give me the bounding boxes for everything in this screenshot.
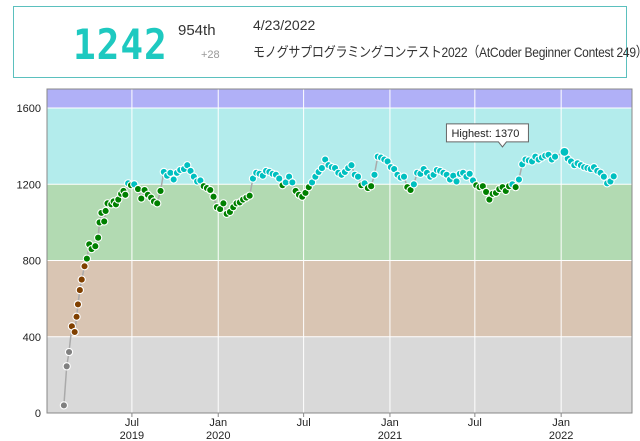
rating-point — [70, 327, 79, 337]
rating-point — [80, 262, 89, 271]
y-tick-label: 0 — [35, 408, 41, 420]
rating-point — [91, 242, 100, 251]
rating-point — [353, 172, 363, 181]
rating-point — [209, 192, 218, 201]
highest-tooltip: Highest: 1370 — [445, 123, 529, 148]
rating-point — [72, 312, 81, 321]
rating-band-0 — [47, 336, 632, 413]
rating-point — [59, 401, 69, 410]
x-tick-year: 2022 — [549, 430, 573, 441]
rating-value: 1242 — [73, 20, 168, 69]
rank-value: 954th — [178, 22, 216, 39]
rating-point — [93, 233, 103, 242]
y-tick-label: 1600 — [17, 103, 41, 115]
rating-point — [169, 175, 178, 184]
rating-point — [121, 190, 130, 199]
rating-color-bands — [47, 89, 632, 413]
rating-point — [73, 300, 83, 309]
x-tick-label: Jul — [468, 417, 482, 429]
rating-point — [275, 174, 284, 183]
rating-point — [100, 217, 109, 226]
rating-point — [101, 206, 110, 216]
rating-point — [367, 182, 376, 191]
contest-info-card — [13, 6, 627, 78]
rating-point — [452, 177, 461, 186]
contest-name[interactable]: モノグサプログラミングコンテスト2022（AtCoder Beginner Co… — [253, 44, 640, 60]
rating-band-1600 — [47, 89, 632, 109]
x-tick-year: 2020 — [206, 430, 230, 441]
rating-point — [64, 347, 74, 357]
y-tick-label: 800 — [23, 256, 41, 268]
rating-point — [133, 184, 143, 194]
rating-point — [514, 175, 524, 184]
x-tick-label: Jan — [552, 417, 570, 429]
rating-point — [77, 275, 86, 284]
rating-band-400 — [47, 260, 632, 337]
x-tick-label: Jul — [125, 417, 139, 429]
y-axis-ticks: 0 400 800 1200 1600 — [17, 103, 41, 420]
rating-point — [153, 199, 162, 208]
rating-point — [206, 185, 215, 195]
contest-date: 4/23/2022 — [253, 17, 316, 33]
x-tick-label: Jan — [381, 417, 399, 429]
rating-point — [550, 152, 560, 161]
rating-point — [511, 183, 520, 192]
rating-point — [465, 169, 474, 178]
rating-delta: +28 — [201, 49, 220, 61]
x-tick-label: Jul — [297, 417, 311, 429]
rating-point — [288, 178, 297, 187]
chart-grid — [47, 89, 632, 413]
rating-point — [609, 172, 618, 181]
rating-point — [599, 172, 609, 181]
plot-frame — [46, 88, 633, 414]
highest-tooltip-text: Highest: 1370 — [451, 128, 519, 140]
rating-point — [82, 254, 92, 263]
y-tick-label: 400 — [23, 332, 41, 344]
rating-point — [219, 199, 228, 208]
rating-point — [399, 172, 409, 181]
x-tick-year: 2019 — [120, 430, 144, 441]
highest-point — [559, 146, 570, 157]
rating-point — [156, 186, 165, 196]
rating-point — [347, 161, 356, 170]
rating-point — [62, 362, 71, 371]
rating-point — [137, 194, 146, 203]
rating-band-800 — [47, 184, 632, 261]
rating-points — [59, 146, 618, 410]
y-tick-label: 1200 — [17, 179, 41, 191]
rating-point — [75, 285, 84, 295]
rating-point — [245, 191, 254, 200]
rating-point — [370, 170, 379, 179]
rating-point — [409, 180, 419, 189]
x-tick-year: 2021 — [378, 430, 402, 441]
x-tick-label: Jan — [209, 417, 227, 429]
